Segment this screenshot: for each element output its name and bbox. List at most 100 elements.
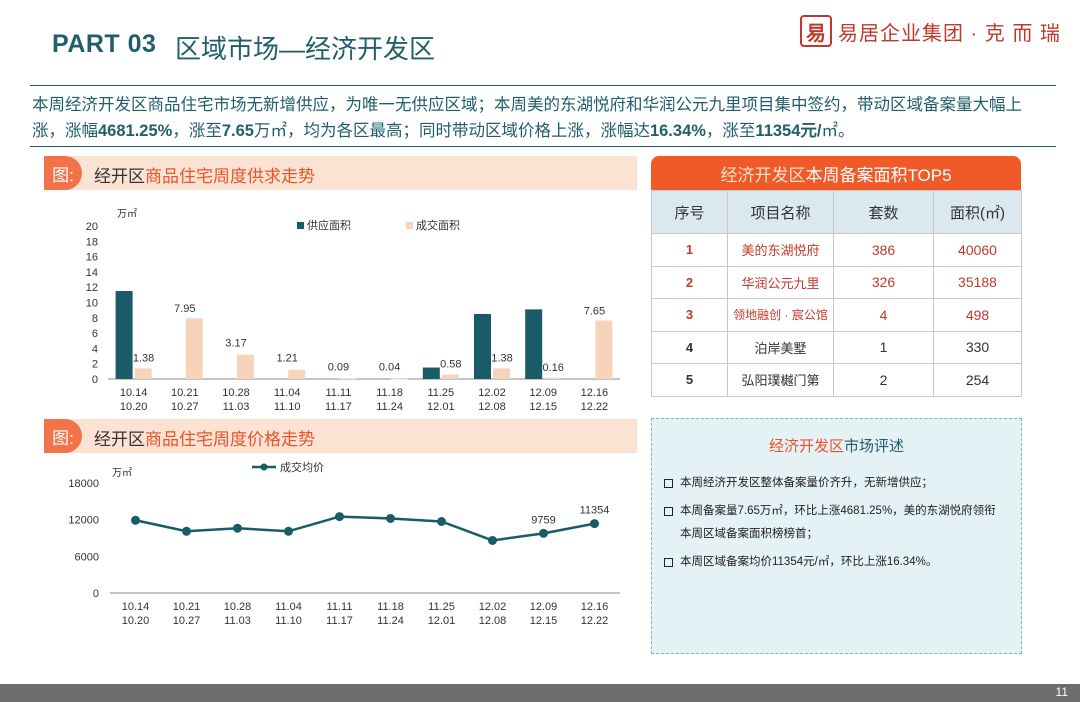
x-tick-label: 12.15 <box>530 615 558 627</box>
col-rank-header: 序号 <box>651 190 728 234</box>
data-point <box>488 535 497 545</box>
header-divider <box>30 85 1056 86</box>
data-label: 3.17 <box>225 338 246 350</box>
x-tick-label: 12.22 <box>581 401 609 413</box>
x-tick-label: 12.09 <box>529 387 557 399</box>
x-tick-label: 10.21 <box>171 387 199 399</box>
x-tick-label: 11.03 <box>223 401 250 413</box>
x-tick-label: 12.08 <box>479 615 507 627</box>
data-label: 0.58 <box>440 359 461 371</box>
y-tick-label: 20 <box>86 221 98 233</box>
data-point <box>437 517 446 526</box>
list-item: 本周区域备案均价11354元/㎡，环比上涨16.34%。 <box>664 551 1007 574</box>
checkbox-bullet-icon <box>664 507 673 516</box>
legend-label-deal: 成交面积 <box>416 218 460 232</box>
table-row: 2 华润公元九里 326 35188 <box>651 265 1022 299</box>
part-label: PART 03 <box>52 30 157 58</box>
data-point <box>539 528 548 538</box>
x-tick-label: 10.20 <box>122 615 150 627</box>
x-tick-label: 11.18 <box>377 601 404 613</box>
data-label: 7.95 <box>174 303 195 315</box>
review-title: 经济开发区市场评述 <box>768 438 905 455</box>
table-row: 5 弘阳璞樾门第 2 254 <box>651 363 1022 397</box>
legend-label-supply: 供应面积 <box>307 218 351 232</box>
data-point <box>590 519 599 529</box>
x-tick-label: 11.11 <box>327 601 353 613</box>
top5-banner: 经济开发区 本周备案面积TOP5 <box>651 156 1021 198</box>
section-supply-demand-header: 图: 经开区商品住宅周度供求走势 <box>44 156 637 190</box>
x-tick-label: 10.14 <box>122 601 150 613</box>
x-tick-label: 11.25 <box>428 601 455 613</box>
data-label: 1.38 <box>133 352 154 364</box>
x-tick-label: 10.27 <box>171 401 199 413</box>
data-point <box>335 512 344 522</box>
y-tick-label: 12 <box>86 282 98 294</box>
bar-supply <box>525 309 543 379</box>
x-tick-label: 11.04 <box>275 601 302 613</box>
bar-deal <box>134 368 152 379</box>
checkbox-bullet-icon <box>664 479 673 488</box>
x-tick-label: 12.01 <box>427 401 455 413</box>
charts-canvas: 万㎡ 0 2 4 6 8 10 12 14 16 18 20 供应面积 成交面积 1.38 10.14 10.2… <box>68 208 620 627</box>
x-tick-label: 12.16 <box>581 601 609 613</box>
y-tick-label: 0 <box>92 374 98 386</box>
data-label: 0.09 <box>328 361 349 373</box>
page-number: 11 <box>1055 685 1068 699</box>
bar-supply <box>474 313 491 379</box>
y-tick-label: 16 <box>86 252 98 264</box>
data-label: 9759 <box>531 514 555 526</box>
logo-seal: 易 <box>800 15 832 47</box>
bar-deal <box>390 378 408 380</box>
top5-table: 序号 项目名称 套数 面积(㎡) 1 美的东湖悦府 386 40060 2 华润… <box>651 190 1022 397</box>
company-logo: 易 易居企业集团 · 克 而 瑞 <box>800 15 1061 47</box>
table-row: 4 泊岸美墅 1 330 <box>651 330 1022 364</box>
y-tick-label: 18 <box>86 236 98 248</box>
x-tick-label: 12.16 <box>581 387 609 399</box>
bar-deal <box>544 377 562 379</box>
y-tick-label: 6000 <box>75 551 99 563</box>
x-tick-label: 11.11 <box>325 387 351 399</box>
x-tick-label: 12.09 <box>530 601 558 613</box>
legend-swatch-supply <box>297 222 304 229</box>
x-tick-label: 11.04 <box>274 387 301 399</box>
col-units-header: 套数 <box>833 190 934 234</box>
bar-supply <box>422 367 440 379</box>
table-row: 1 美的东湖悦府 386 40060 <box>651 233 1022 267</box>
bar-deal <box>595 320 613 379</box>
y-tick-label: 8 <box>92 313 98 325</box>
figure-tag: 图: <box>44 419 82 453</box>
series-line-price <box>135 515 595 542</box>
x-tick-label: 12.15 <box>529 401 557 413</box>
y-tick-label: 0 <box>93 588 99 600</box>
y-tick-label: 12000 <box>68 515 99 527</box>
bar-deal <box>288 369 306 379</box>
legend-swatch-deal <box>406 222 413 229</box>
list-item: 本周备案量7.65万㎡，环比上涨4681.25%，美的东湖悦府领衔本周区域备案面… <box>664 500 1007 546</box>
y-axis-unit-label: 万㎡ <box>112 467 132 479</box>
y-tick-label: 18000 <box>68 478 99 490</box>
market-review-box: 经济开发区市场评述 本周经济开发区整体备案量价齐升，无新增供应； 本周备案量7.… <box>651 418 1022 654</box>
bar-deal <box>493 368 510 379</box>
bar-deal <box>339 378 357 380</box>
summary-paragraph: 本周经济开发区商品住宅市场无新增供应，为唯一无供应区域；本周美的东湖悦府和华润公… <box>32 96 1022 140</box>
y-tick-label: 14 <box>86 267 98 279</box>
x-tick-label: 10.28 <box>224 601 252 613</box>
x-tick-label: 11.24 <box>376 401 403 413</box>
bar-supply <box>115 291 133 379</box>
data-point <box>386 513 395 523</box>
x-tick-label: 10.14 <box>120 387 148 399</box>
x-tick-label: 11.18 <box>376 387 403 399</box>
col-name-header: 项目名称 <box>727 190 834 234</box>
y-tick-label: 10 <box>86 298 98 310</box>
x-tick-label: 10.20 <box>120 401 148 413</box>
x-tick-label: 11.03 <box>224 615 251 627</box>
x-tick-label: 12.02 <box>478 387 506 399</box>
x-tick-label: 12.08 <box>478 401 506 413</box>
x-tick-label: 11.17 <box>325 401 352 413</box>
x-tick-label: 10.28 <box>222 387 250 399</box>
footer-bar: 11 <box>0 684 1080 702</box>
review-list: 本周经济开发区整体备案量价齐升，无新增供应； 本周备案量7.65万㎡，环比上涨4… <box>664 472 1007 574</box>
y-tick-label: 2 <box>92 359 98 371</box>
data-point <box>131 515 140 525</box>
section-title: 经开区商品住宅周度供求走势 <box>94 167 315 186</box>
